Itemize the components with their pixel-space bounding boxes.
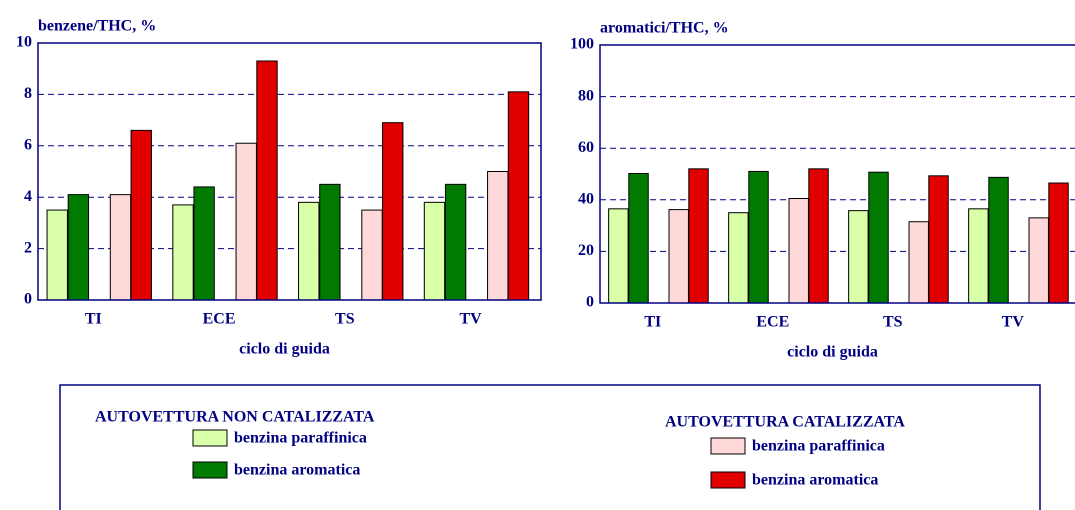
- bar: [748, 170, 769, 304]
- legend-label: benzina paraffinica: [234, 430, 367, 447]
- bar: [928, 175, 949, 304]
- x-tick-label: TS: [335, 311, 355, 328]
- bar: [808, 168, 829, 304]
- bar: [1048, 182, 1069, 304]
- x-tick-label: ECE: [203, 311, 236, 328]
- x-tick-label: TS: [883, 314, 903, 331]
- bar: [46, 209, 68, 301]
- bar: [1028, 217, 1049, 304]
- bar: [848, 210, 869, 304]
- bar: [423, 201, 446, 301]
- y-tick-label: 80: [578, 87, 594, 104]
- y-tick-label: 60: [578, 139, 594, 156]
- chart-title: benzene/THC, %: [38, 18, 156, 35]
- bar: [487, 171, 509, 301]
- plot-frame: [37, 42, 542, 301]
- bar: [728, 212, 749, 304]
- y-tick-label: 8: [24, 85, 32, 102]
- legend-label: benzina paraffinica: [752, 438, 885, 455]
- y-tick-label: 40: [578, 190, 594, 207]
- legend-swatch: [710, 471, 746, 489]
- bar: [668, 209, 689, 304]
- chart-title: aromatici/THC, %: [600, 20, 729, 37]
- y-tick-label: 2: [24, 239, 32, 256]
- x-tick-label: TV: [1002, 314, 1025, 331]
- y-tick-label: 4: [24, 188, 32, 205]
- bar: [988, 176, 1009, 304]
- y-tick-label: 20: [578, 242, 594, 259]
- y-tick-label: 0: [586, 294, 594, 311]
- y-tick-label: 6: [24, 136, 32, 153]
- legend-swatch: [192, 461, 228, 479]
- bar: [688, 168, 709, 304]
- bar: [319, 183, 341, 301]
- legend-swatch: [710, 437, 746, 455]
- bar: [608, 208, 629, 304]
- bar: [235, 142, 257, 301]
- bar: [968, 208, 989, 304]
- bar: [109, 194, 132, 301]
- y-tick-label: 10: [16, 34, 32, 51]
- bar: [868, 171, 889, 304]
- bar: [130, 129, 152, 301]
- bar: [908, 221, 929, 304]
- y-tick-label: 100: [570, 36, 594, 53]
- x-axis-label: ciclo di guida: [239, 341, 330, 358]
- legend-swatch: [192, 429, 228, 447]
- legend-group-title: AUTOVETTURA NON CATALIZZATA: [95, 409, 375, 426]
- legend-box: [59, 384, 1041, 510]
- legend-label: benzina aromatica: [752, 472, 878, 489]
- bar: [628, 172, 649, 304]
- bar: [361, 209, 383, 301]
- x-tick-label: ECE: [756, 314, 789, 331]
- bar: [172, 204, 194, 301]
- legend-label: benzina aromatica: [234, 462, 360, 479]
- x-axis-label: ciclo di guida: [787, 344, 878, 361]
- x-tick-label: TV: [459, 311, 482, 328]
- bar: [382, 122, 404, 301]
- legend-group-title: AUTOVETTURA CATALIZZATA: [665, 414, 905, 431]
- bar: [298, 201, 320, 301]
- plot-frame: [599, 44, 1075, 304]
- x-tick-label: TI: [85, 311, 102, 328]
- bar: [67, 194, 90, 301]
- bar: [788, 198, 809, 304]
- bar: [256, 60, 278, 301]
- bar: [444, 183, 467, 301]
- bar: [507, 91, 530, 301]
- x-tick-label: TI: [644, 314, 661, 331]
- y-tick-label: 0: [24, 291, 32, 308]
- bar: [193, 186, 215, 301]
